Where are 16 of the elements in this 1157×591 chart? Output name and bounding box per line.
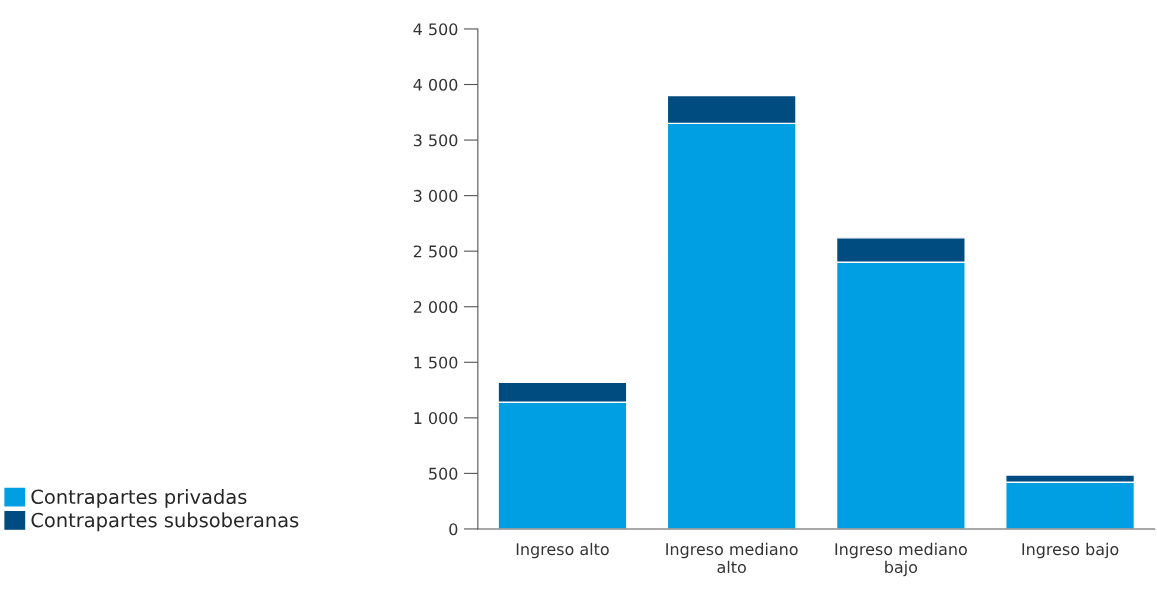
- y-tick-label: 2 000: [413, 300, 458, 314]
- y-tick-label: 1 500: [414, 356, 458, 369]
- legend-label: Contrapartes privadas: [31, 489, 247, 508]
- y-tick-label: 0: [449, 523, 458, 536]
- x-tick-label: Ingreso mediano alto: [666, 542, 798, 574]
- x-tick-label: Ingreso mediano bajo: [835, 542, 967, 577]
- y-tick-label: 2 500: [413, 245, 458, 258]
- x-tick-label: Ingreso alto: [516, 542, 609, 559]
- y-tick-label: 3 000: [413, 189, 458, 202]
- y-tick-label: 4 500: [413, 23, 458, 36]
- y-tick-label: 3 500: [413, 134, 458, 147]
- y-tick-label: 4 000: [413, 78, 458, 91]
- x-tick-label: Ingreso bajo: [1022, 542, 1119, 559]
- y-tick-label: 500: [429, 467, 458, 480]
- y-tick-label: 1 000: [414, 412, 458, 425]
- legend-label: Contrapartes subsoberanas: [31, 512, 299, 532]
